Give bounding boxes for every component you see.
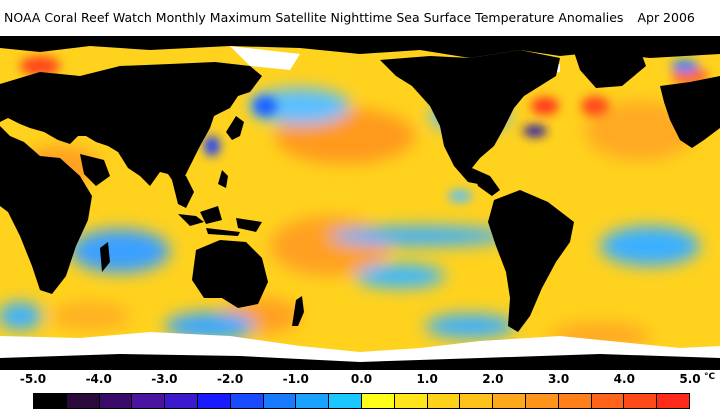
- arctic-ice: [230, 46, 300, 70]
- legend-swatch: [493, 394, 526, 408]
- cold-patch: [204, 136, 220, 156]
- legend-swatch: [34, 394, 67, 408]
- south-america: [488, 190, 574, 332]
- australia: [192, 240, 268, 308]
- legend-swatch: [591, 394, 625, 408]
- philippines: [218, 170, 228, 188]
- legend-swatch: [361, 394, 395, 408]
- legend-swatch: [132, 394, 166, 408]
- indochina: [170, 172, 194, 208]
- legend-swatch: [263, 394, 297, 408]
- cool-patch: [70, 229, 170, 273]
- legend-swatch: [525, 394, 559, 408]
- cold-patch: [253, 96, 277, 116]
- madagascar: [100, 242, 110, 272]
- hot-patch: [20, 56, 60, 76]
- antarctica: [0, 354, 720, 370]
- sst-anomaly-map: [0, 36, 720, 370]
- legend-swatch: [657, 394, 689, 408]
- cold-patch: [523, 125, 547, 137]
- eurasia: [0, 62, 262, 186]
- legend-tick-label: -4.0: [85, 372, 112, 386]
- cool-patch: [330, 226, 510, 246]
- arabia: [80, 154, 110, 186]
- legend-tick-label: 1.0: [416, 372, 438, 386]
- title-text: NOAA Coral Reef Watch Monthly Maximum Sa…: [4, 10, 624, 25]
- cool-patch: [250, 88, 350, 124]
- legend-swatch: [427, 394, 461, 408]
- arctic-land: [0, 36, 720, 58]
- land: [0, 36, 720, 370]
- greenland: [574, 50, 646, 88]
- map-title: NOAA Coral Reef Watch Monthly Maximum Sa…: [0, 0, 720, 36]
- legend-swatch: [230, 394, 264, 408]
- legend-tick-label: -5.0: [19, 372, 47, 386]
- legend-swatch: [296, 394, 330, 408]
- africa: [0, 126, 92, 294]
- hot-patch: [581, 96, 609, 116]
- color-scale-bar: [33, 393, 690, 409]
- legend-swatch: [394, 394, 428, 408]
- cool-patch: [165, 312, 255, 340]
- legend-tick-label: 5.0: [679, 372, 701, 386]
- legend-labels: -5.0 -4.0 -3.0 -2.0 -1.0 0.0 1.0 2.0 3.0 4.0 5.0 °C: [0, 372, 720, 392]
- anomaly-hotspots: [20, 56, 708, 202]
- new-zealand: [292, 296, 304, 326]
- western-europe: [660, 76, 720, 148]
- legend-swatch: [624, 394, 658, 408]
- new-guinea: [236, 218, 262, 232]
- cool-patch: [425, 314, 515, 338]
- north-america: [380, 50, 560, 184]
- warm-patch: [50, 302, 130, 330]
- legend-swatch: [197, 394, 231, 408]
- cold-patch: [671, 60, 699, 72]
- legend-tick-label: 2.0: [482, 372, 504, 386]
- legend-swatch: [329, 394, 362, 408]
- borneo: [200, 206, 222, 224]
- legend-swatch: [165, 394, 198, 408]
- legend-swatch: [460, 394, 494, 408]
- legend-tick-label: 4.0: [613, 372, 635, 386]
- world-map-svg: [0, 36, 720, 370]
- java: [206, 228, 240, 236]
- legend-tick-label: 3.0: [547, 372, 570, 386]
- cool-patch: [448, 190, 472, 202]
- central-america: [472, 168, 500, 196]
- legend-swatch: [99, 394, 133, 408]
- legend-swatch: [558, 394, 592, 408]
- hot-patch: [531, 97, 559, 115]
- legend-swatch: [66, 394, 100, 408]
- sumatra: [178, 214, 204, 226]
- legend-unit: °C: [704, 372, 716, 382]
- cool-patch: [600, 226, 700, 266]
- legend-tick-label: -2.0: [216, 372, 244, 386]
- legend-tick-label: 0.0: [350, 372, 373, 386]
- title-date: Apr 2006: [637, 10, 695, 25]
- legend-tick-label: -3.0: [151, 372, 178, 386]
- legend-tick-label: -1.0: [282, 372, 309, 386]
- warm-patch: [585, 101, 695, 161]
- cool-patch: [355, 264, 445, 288]
- cool-patch: [0, 302, 42, 330]
- japan: [226, 116, 244, 140]
